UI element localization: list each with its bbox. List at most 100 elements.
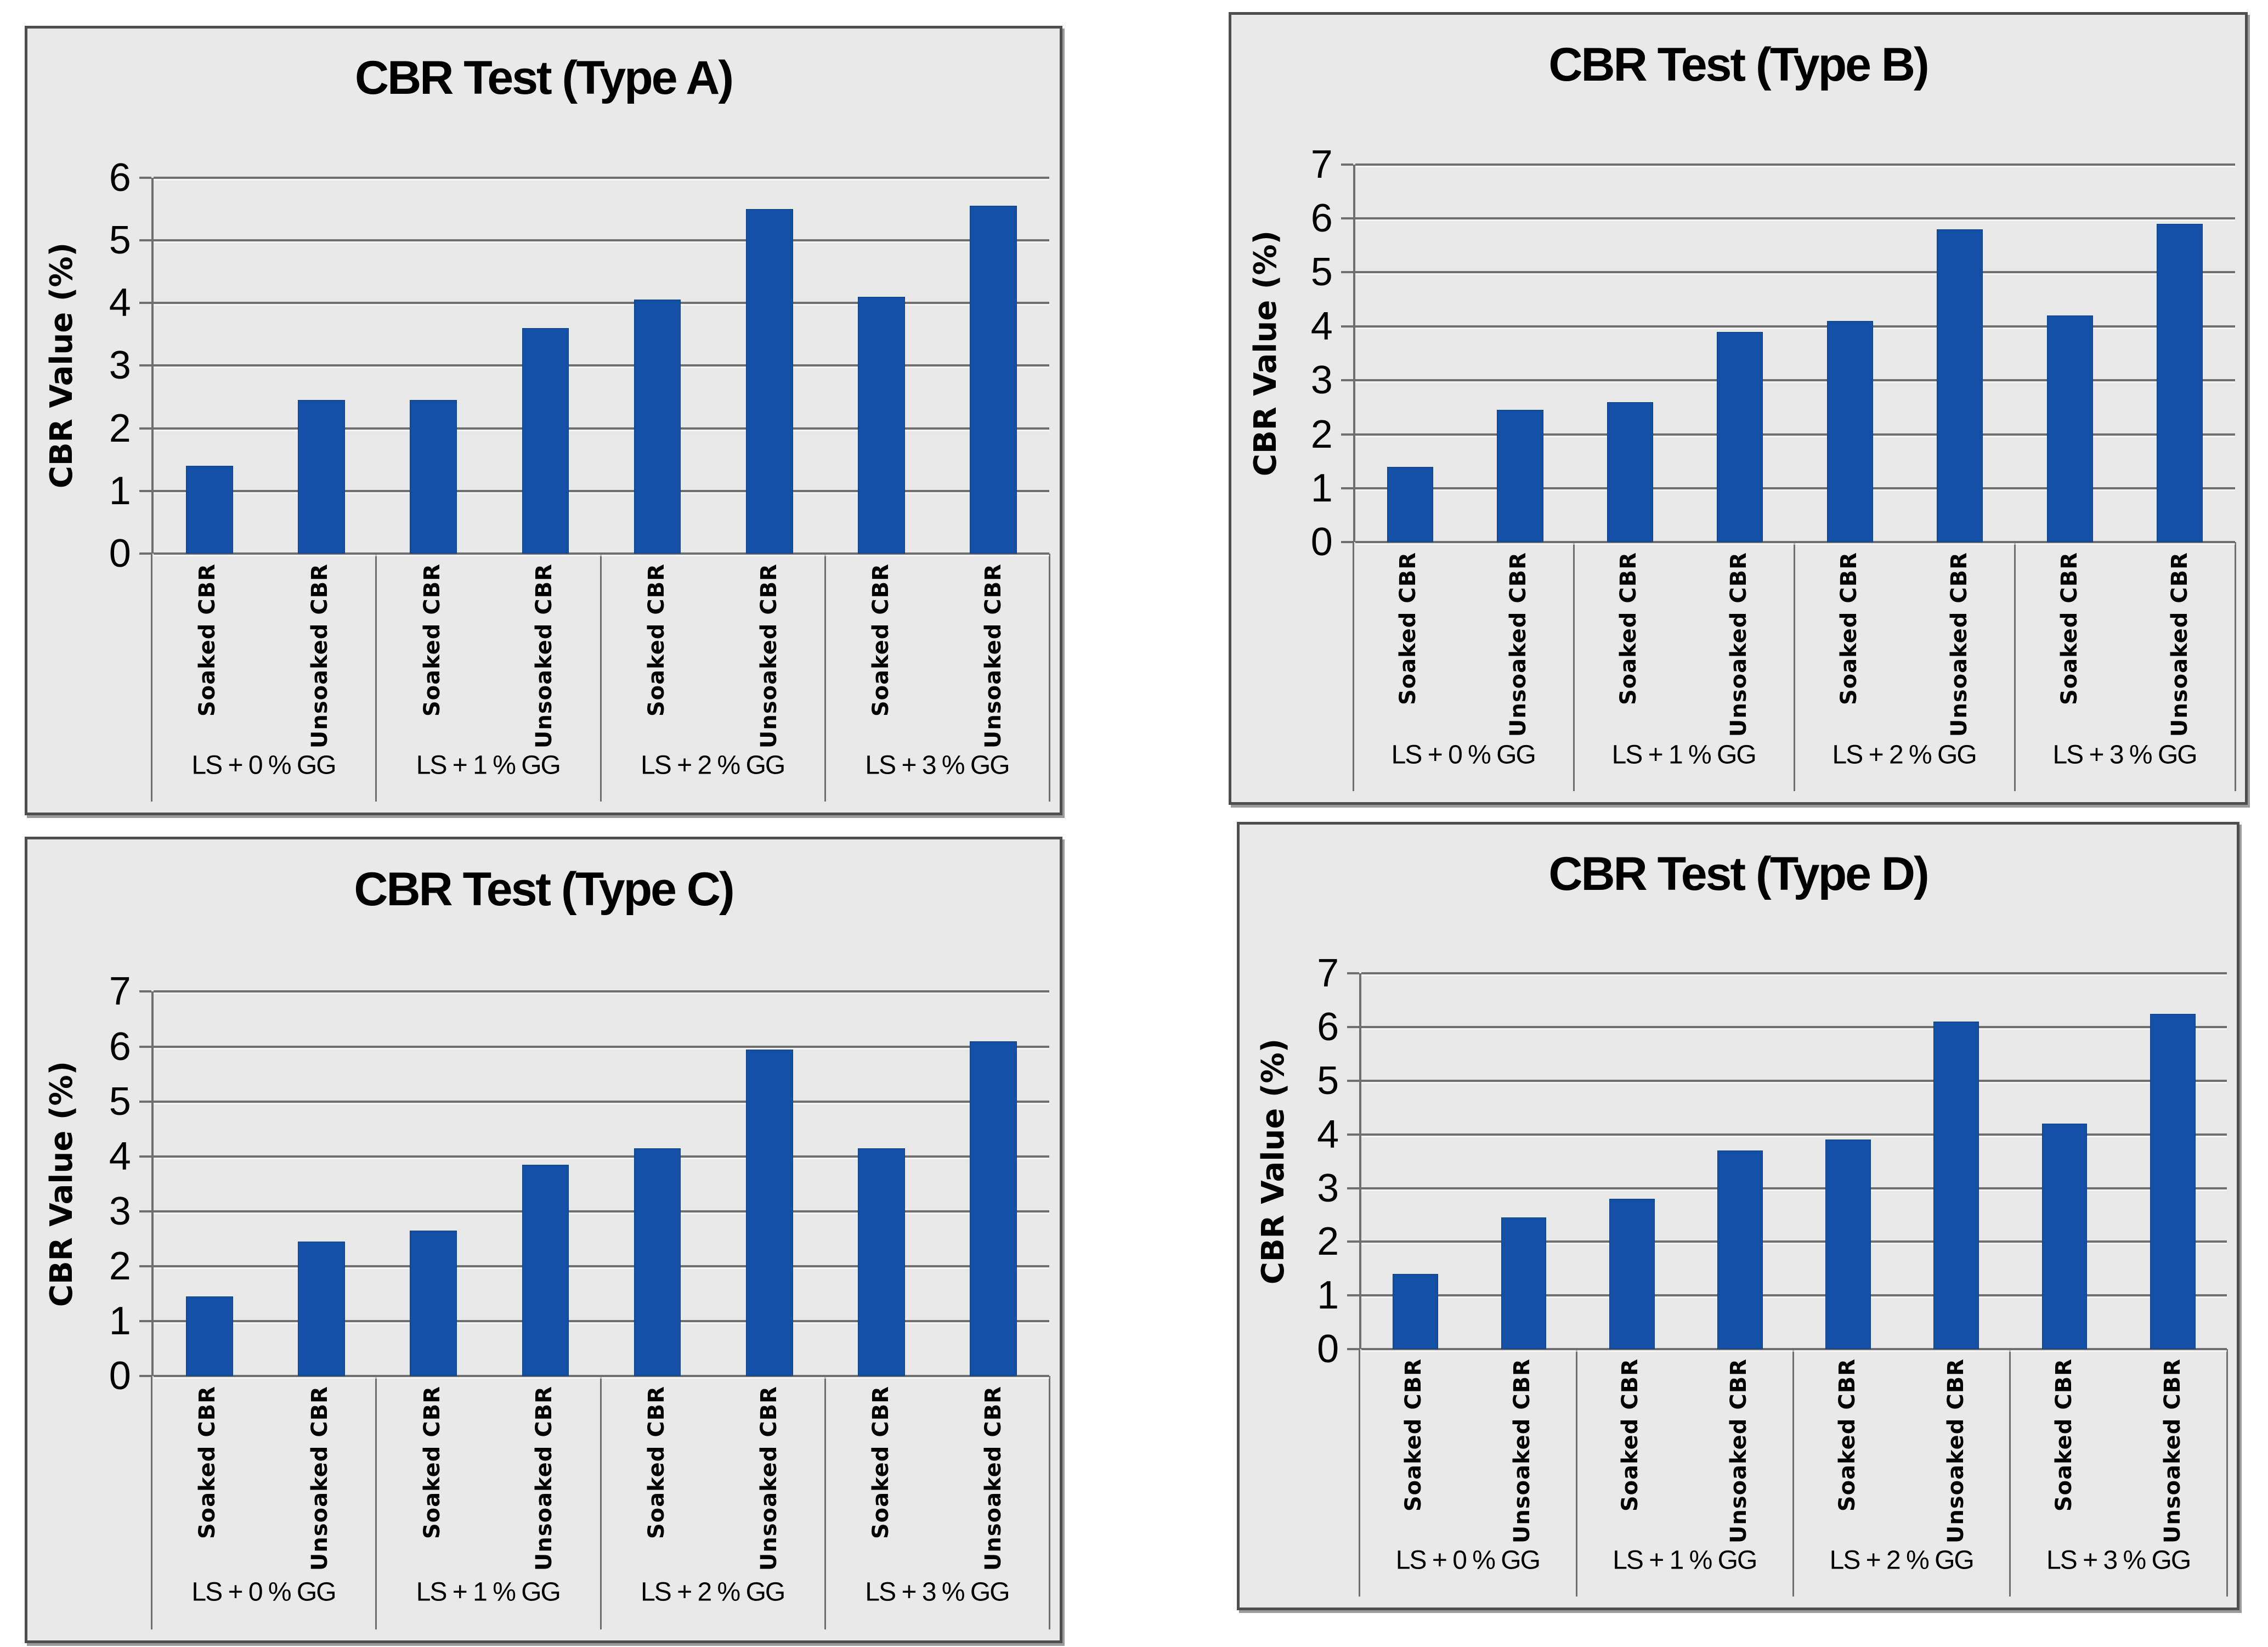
- y-tick-mark: [1341, 271, 1353, 274]
- bar-unsoaked-cbr: [970, 1041, 1017, 1377]
- bar-soaked-cbr: [858, 1148, 905, 1377]
- y-tick-label: 4: [1310, 304, 1333, 348]
- y-tick-mark: [139, 302, 151, 304]
- y-tick-mark: [1347, 1133, 1360, 1136]
- group-separator: [1049, 554, 1051, 802]
- gridline: [1361, 1348, 2227, 1351]
- gridline: [153, 990, 1050, 993]
- y-tick-mark: [1347, 1348, 1360, 1351]
- x-category-label: Soaked CBR: [868, 563, 894, 717]
- y-tick-mark: [1347, 1079, 1360, 1082]
- y-tick-mark: [139, 1375, 151, 1378]
- y-tick-mark: [139, 427, 151, 430]
- x-category-label: Unsoaked CBR: [756, 563, 782, 748]
- chart-title: CBR Test (Type B): [1548, 38, 1929, 91]
- group-separator: [599, 554, 602, 802]
- group-separator: [599, 1376, 602, 1629]
- y-tick-mark: [1341, 433, 1353, 436]
- x-category-label: Soaked CBR: [1617, 1358, 1643, 1512]
- bar-soaked-cbr: [1393, 1274, 1439, 1350]
- y-tick-label: 6: [1317, 1005, 1339, 1049]
- bar-soaked-cbr: [186, 1296, 233, 1377]
- group-label: LS + 1 % GG: [416, 1577, 561, 1607]
- y-tick-label: 7: [1310, 142, 1333, 187]
- bar-unsoaked-cbr: [2150, 1013, 2196, 1350]
- bar-soaked-cbr: [1825, 1140, 1871, 1350]
- group-label: LS + 2 % GG: [641, 751, 785, 780]
- y-tick-label: 1: [109, 469, 131, 514]
- y-tick-label: 3: [1310, 358, 1333, 403]
- gridline: [1355, 217, 2235, 220]
- group-separator: [1573, 542, 1575, 791]
- group-label: LS + 0 % GG: [1391, 740, 1536, 770]
- x-category-label: Soaked CBR: [643, 1385, 669, 1539]
- group-separator: [2226, 1349, 2228, 1597]
- x-category-label: Unsoaked CBR: [980, 1385, 1006, 1571]
- gridline: [153, 1155, 1050, 1158]
- x-category-label: Unsoaked CBR: [307, 563, 332, 748]
- bar-soaked-cbr: [186, 466, 233, 554]
- gridline: [1361, 1294, 2227, 1297]
- gridline: [1361, 1240, 2227, 1243]
- y-tick-label: 7: [1317, 951, 1339, 996]
- gridline: [1355, 163, 2235, 166]
- group-label: LS + 1 % GG: [1611, 740, 1757, 770]
- group-label: LS + 2 % GG: [1829, 1546, 1975, 1575]
- plot-area: [151, 176, 1050, 555]
- gridline: [153, 490, 1050, 493]
- y-tick-mark: [139, 552, 151, 555]
- y-tick-label: 0: [109, 1354, 131, 1398]
- group-label: LS + 0 % GG: [191, 1577, 336, 1607]
- x-category-label: Soaked CBR: [2051, 1358, 2077, 1512]
- y-tick-label: 2: [1310, 412, 1333, 456]
- gridline: [1355, 325, 2235, 328]
- gridline: [1355, 433, 2235, 436]
- gridline: [1355, 379, 2235, 382]
- x-category-label: Soaked CBR: [2057, 551, 2083, 705]
- y-tick-label: 5: [109, 218, 131, 262]
- group-separator: [2009, 1349, 2011, 1597]
- gridline: [153, 552, 1050, 555]
- bar-soaked-cbr: [634, 1148, 681, 1377]
- x-category-label: Unsoaked CBR: [1506, 551, 1531, 737]
- group-separator: [1792, 1349, 1794, 1597]
- bar-soaked-cbr: [634, 300, 681, 554]
- y-tick-mark: [139, 1100, 151, 1103]
- bar-unsoaked-cbr: [522, 328, 569, 554]
- x-category-label: Unsoaked CBR: [531, 563, 557, 748]
- group-label: LS + 3 % GG: [2046, 1546, 2191, 1575]
- bar-soaked-cbr: [2041, 1124, 2088, 1350]
- bar-soaked-cbr: [1607, 402, 1653, 543]
- y-tick-label: 6: [1310, 196, 1333, 241]
- bar-unsoaked-cbr: [298, 1241, 345, 1377]
- y-tick-label: 3: [109, 1189, 131, 1233]
- plot-area: [1359, 972, 2227, 1351]
- group-separator: [2234, 542, 2236, 791]
- y-tick-label: 4: [109, 281, 131, 325]
- group-label: LS + 1 % GG: [1613, 1546, 1757, 1575]
- group-separator: [375, 1376, 377, 1629]
- bar-soaked-cbr: [858, 296, 905, 554]
- x-category-label: Unsoaked CBR: [1947, 551, 1972, 737]
- y-tick-mark: [139, 364, 151, 367]
- x-category-label: Unsoaked CBR: [2159, 1358, 2185, 1544]
- group-separator: [1359, 1349, 1361, 1597]
- bar-soaked-cbr: [410, 400, 457, 554]
- gridline: [1361, 1187, 2227, 1189]
- y-tick-mark: [1341, 379, 1353, 382]
- gridline: [153, 1045, 1050, 1048]
- gridline: [153, 176, 1050, 179]
- group-label: LS + 2 % GG: [1832, 740, 1977, 770]
- group-label: LS + 2 % GG: [641, 1577, 785, 1607]
- x-category-label: Soaked CBR: [1401, 1358, 1426, 1512]
- y-tick-label: 0: [109, 532, 131, 576]
- x-category-label: Soaked CBR: [643, 563, 669, 717]
- y-tick-mark: [1341, 163, 1353, 166]
- group-label: LS + 0 % GG: [1395, 1546, 1541, 1575]
- gridline: [153, 1320, 1050, 1323]
- chart-title: CBR Test (Type C): [354, 863, 734, 916]
- x-category-label: Unsoaked CBR: [531, 1385, 557, 1571]
